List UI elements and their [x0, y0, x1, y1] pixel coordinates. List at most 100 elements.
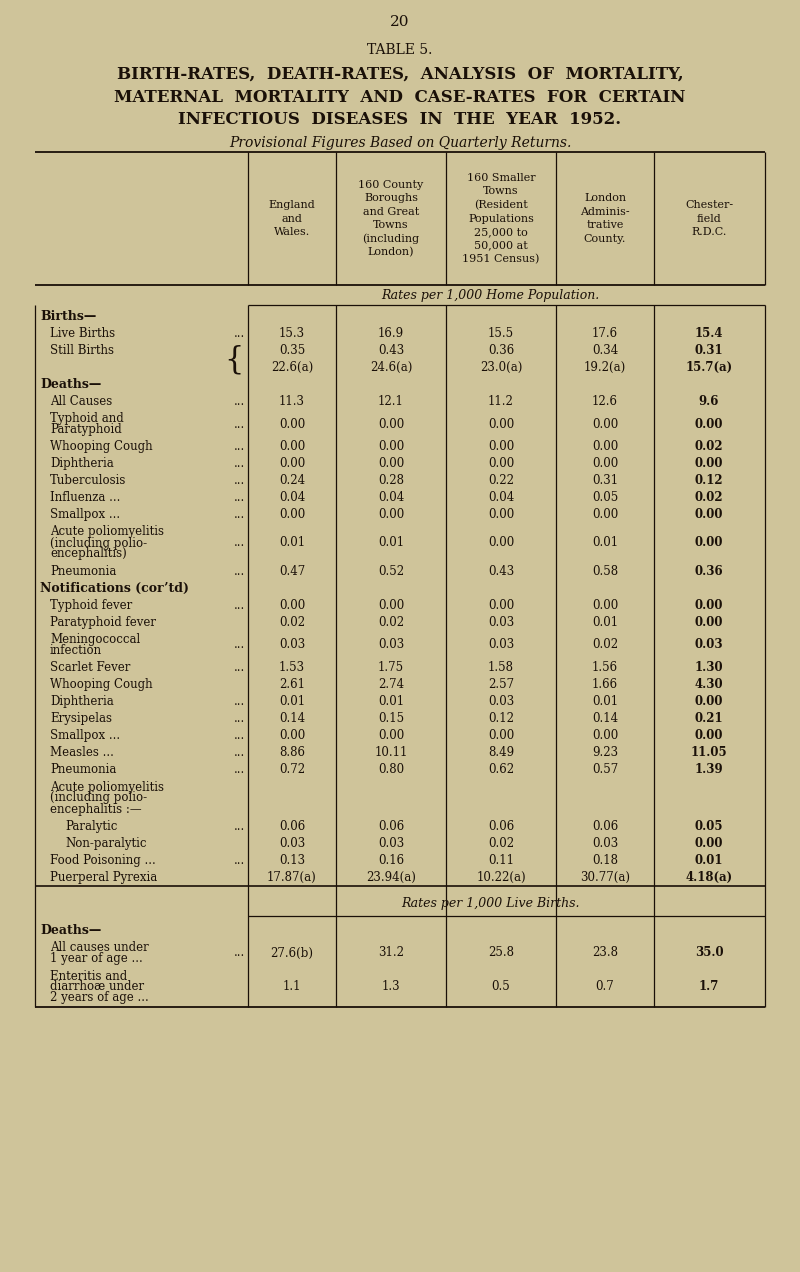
Text: London: London	[584, 193, 626, 204]
Text: 0.03: 0.03	[488, 695, 514, 709]
Text: 17.87(a): 17.87(a)	[267, 871, 317, 884]
Text: 9.23: 9.23	[592, 745, 618, 759]
Text: 4.18(a): 4.18(a)	[686, 871, 733, 884]
Text: 0.47: 0.47	[279, 565, 305, 577]
Text: 0.03: 0.03	[279, 837, 305, 850]
Text: ...: ...	[234, 820, 245, 833]
Text: 0.36: 0.36	[488, 343, 514, 357]
Text: Scarlet Fever: Scarlet Fever	[50, 661, 130, 674]
Text: 0.01: 0.01	[694, 854, 723, 868]
Text: 4.30: 4.30	[694, 678, 723, 691]
Text: 0.06: 0.06	[592, 820, 618, 833]
Text: Towns: Towns	[373, 220, 409, 230]
Text: field: field	[697, 214, 722, 224]
Text: 0.5: 0.5	[492, 981, 510, 993]
Text: 0.02: 0.02	[279, 616, 305, 628]
Text: 12.6: 12.6	[592, 396, 618, 408]
Text: 8.49: 8.49	[488, 745, 514, 759]
Text: 0.00: 0.00	[488, 508, 514, 522]
Text: (including polio-: (including polio-	[50, 537, 147, 550]
Text: 1.1: 1.1	[282, 981, 302, 993]
Text: 0.00: 0.00	[378, 417, 404, 430]
Text: 0.02: 0.02	[378, 616, 404, 628]
Text: All Causes: All Causes	[50, 396, 112, 408]
Text: 1.58: 1.58	[488, 661, 514, 674]
Text: Non-paralytic: Non-paralytic	[65, 837, 146, 850]
Text: ...: ...	[234, 491, 245, 504]
Text: Still Births: Still Births	[50, 343, 114, 357]
Text: 0.43: 0.43	[378, 343, 404, 357]
Text: 0.02: 0.02	[694, 491, 723, 504]
Text: 2.57: 2.57	[488, 678, 514, 691]
Text: 0.04: 0.04	[279, 491, 305, 504]
Text: 10.11: 10.11	[374, 745, 408, 759]
Text: 0.00: 0.00	[378, 729, 404, 742]
Text: Meningococcal: Meningococcal	[50, 633, 140, 646]
Text: 0.31: 0.31	[694, 343, 723, 357]
Text: Paralytic: Paralytic	[65, 820, 118, 833]
Text: ...: ...	[234, 417, 245, 430]
Text: TABLE 5.: TABLE 5.	[367, 43, 433, 57]
Text: 11.05: 11.05	[690, 745, 727, 759]
Text: 0.06: 0.06	[488, 820, 514, 833]
Text: All causes under: All causes under	[50, 941, 149, 954]
Text: 160 County: 160 County	[358, 179, 424, 190]
Text: 17.6: 17.6	[592, 327, 618, 340]
Text: Paratyphoid: Paratyphoid	[50, 424, 122, 436]
Text: ...: ...	[234, 537, 245, 550]
Text: 0.00: 0.00	[694, 508, 723, 522]
Text: 0.14: 0.14	[279, 712, 305, 725]
Text: 2.74: 2.74	[378, 678, 404, 691]
Text: 0.80: 0.80	[378, 763, 404, 776]
Text: 160 Smaller: 160 Smaller	[466, 173, 535, 183]
Text: 0.00: 0.00	[279, 508, 305, 522]
Text: Typhoid and: Typhoid and	[50, 412, 124, 425]
Text: 0.18: 0.18	[592, 854, 618, 868]
Text: ...: ...	[234, 565, 245, 577]
Text: 0.00: 0.00	[279, 729, 305, 742]
Text: 0.01: 0.01	[279, 537, 305, 550]
Text: BIRTH-RATES,  DEATH-RATES,  ANALYSIS  OF  MORTALITY,: BIRTH-RATES, DEATH-RATES, ANALYSIS OF MO…	[117, 65, 683, 83]
Text: 0.00: 0.00	[279, 457, 305, 469]
Text: ...: ...	[234, 639, 245, 651]
Text: Pneumonia: Pneumonia	[50, 763, 116, 776]
Text: trative: trative	[586, 220, 624, 230]
Text: 0.01: 0.01	[378, 537, 404, 550]
Text: ...: ...	[234, 508, 245, 522]
Text: 0.58: 0.58	[592, 565, 618, 577]
Text: and Great: and Great	[363, 207, 419, 216]
Text: London): London)	[368, 247, 414, 257]
Text: 0.01: 0.01	[378, 695, 404, 709]
Text: England: England	[269, 200, 315, 210]
Text: Wales.: Wales.	[274, 226, 310, 237]
Text: 19.2(a): 19.2(a)	[584, 361, 626, 374]
Text: diarrhoæ under: diarrhoæ under	[50, 981, 144, 993]
Text: ...: ...	[234, 854, 245, 868]
Text: 1.56: 1.56	[592, 661, 618, 674]
Text: Influenza ...: Influenza ...	[50, 491, 120, 504]
Text: 0.62: 0.62	[488, 763, 514, 776]
Text: 0.00: 0.00	[488, 457, 514, 469]
Text: 30.77(a): 30.77(a)	[580, 871, 630, 884]
Text: INFECTIOUS  DISEASES  IN  THE  YEAR  1952.: INFECTIOUS DISEASES IN THE YEAR 1952.	[178, 112, 622, 128]
Text: 2 years of age ...: 2 years of age ...	[50, 991, 149, 1005]
Text: 0.16: 0.16	[378, 854, 404, 868]
Text: County.: County.	[584, 234, 626, 244]
Text: Live Births: Live Births	[50, 327, 115, 340]
Text: 16.9: 16.9	[378, 327, 404, 340]
Text: 0.05: 0.05	[592, 491, 618, 504]
Text: Diphtheria: Diphtheria	[50, 695, 114, 709]
Text: 0.00: 0.00	[378, 508, 404, 522]
Text: 23.8: 23.8	[592, 946, 618, 959]
Text: Acute poliomyelitis: Acute poliomyelitis	[50, 781, 164, 794]
Text: 0.00: 0.00	[592, 417, 618, 430]
Text: 0.01: 0.01	[592, 695, 618, 709]
Text: ...: ...	[234, 729, 245, 742]
Text: ...: ...	[234, 712, 245, 725]
Text: Enteritis and: Enteritis and	[50, 969, 127, 982]
Text: ...: ...	[234, 946, 245, 959]
Text: Acute poliomyelitis: Acute poliomyelitis	[50, 525, 164, 538]
Text: ...: ...	[234, 763, 245, 776]
Text: Rates per 1,000 Home Population.: Rates per 1,000 Home Population.	[381, 290, 599, 303]
Text: 0.01: 0.01	[592, 616, 618, 628]
